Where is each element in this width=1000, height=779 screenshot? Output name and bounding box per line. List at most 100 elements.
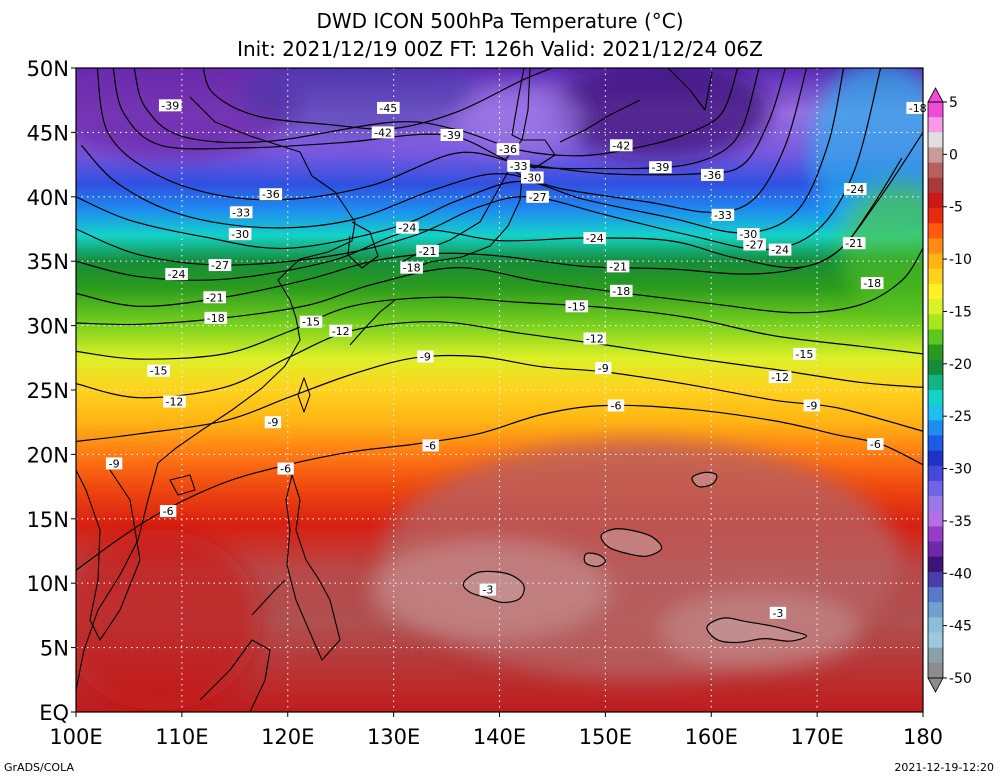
isotherm-label: -18 — [906, 101, 930, 115]
isotherm-label-text: -30 — [231, 228, 249, 241]
colorbar-swatch — [928, 359, 943, 376]
isotherm-label-text: -27 — [211, 259, 229, 272]
isotherm-label-text: -27 — [529, 191, 547, 204]
colorbar-swatch — [928, 480, 943, 497]
warm-cell-contour — [691, 471, 718, 488]
isotherm-label-text: -24 — [771, 244, 789, 257]
isotherm-label: -21 — [416, 244, 439, 258]
isotherm-label-box — [649, 161, 672, 174]
isotherm-label-box — [607, 399, 625, 412]
colorbar-swatch — [928, 541, 943, 558]
isotherm-label-box — [521, 171, 544, 184]
colorbar-swatch — [928, 390, 943, 406]
lon-tick-label: 110E — [155, 725, 208, 749]
lat-tick-label: 50N — [27, 57, 69, 81]
isotherm-label-box — [769, 606, 787, 619]
isotherm-label-box — [165, 268, 188, 281]
isotherm-label: -21 — [203, 291, 226, 304]
isotherm-label-text: -12 — [165, 396, 183, 409]
isotherm-line — [76, 321, 923, 399]
isotherm-label: -39 — [440, 128, 464, 142]
isotherm-label: -12 — [583, 332, 607, 345]
isotherm-label: -18 — [860, 277, 884, 290]
isotherm-label-box — [768, 371, 792, 384]
isotherm-label: -6 — [607, 399, 625, 412]
isotherm-label-text: -39 — [443, 129, 461, 142]
isotherm-label-text: -42 — [612, 139, 630, 152]
isotherm-label-text: -36 — [703, 169, 721, 182]
isotherm-label-text: -9 — [806, 399, 817, 412]
isotherm-label: -15 — [565, 300, 589, 313]
isotherm-label: -21 — [606, 260, 630, 273]
colorbar-swatch — [928, 374, 943, 391]
colorbar-label: 5 — [949, 95, 958, 111]
colorbar-swatch — [928, 435, 943, 452]
isotherm-label: -18 — [204, 311, 228, 325]
colorbar-swatch — [928, 450, 943, 467]
isotherm-label-box — [609, 139, 633, 152]
warm-cell-contour — [706, 617, 808, 644]
colorbar-swatch — [928, 283, 943, 300]
isotherm-label: -6 — [867, 438, 884, 451]
isotherm-line — [76, 354, 923, 443]
isotherm-label-box — [371, 126, 395, 139]
colorbar-label: -50 — [949, 671, 972, 687]
isotherm-label-text: -24 — [586, 232, 604, 245]
isotherm-label: -21 — [842, 237, 866, 250]
isotherm-label: -36 — [259, 188, 283, 201]
lat-tick-label: 5N — [40, 637, 69, 661]
isotherm-label-box — [299, 315, 323, 328]
isotherm-label: -3 — [769, 606, 787, 620]
isotherm-label-box — [400, 261, 423, 274]
isotherm-label-box — [105, 457, 123, 470]
isotherm-label-box — [377, 101, 400, 114]
isotherm-label-text: -15 — [302, 316, 320, 329]
colorbar-min-arrow — [927, 677, 944, 693]
colorbar: 5 0 -5 -10 -15 -20 -25 -30 -35 -40 -45 -50 — [927, 87, 972, 693]
colorbar-swatch — [928, 177, 943, 194]
isotherm-label: -39 — [649, 161, 672, 174]
isotherm-label: -36 — [496, 143, 520, 156]
colorbar-swatch — [928, 647, 943, 664]
colorbar-swatch — [928, 571, 943, 588]
isotherm-label-text: -21 — [845, 237, 863, 250]
colorbar-label: -35 — [949, 514, 972, 530]
isotherm-label-text: -21 — [206, 291, 224, 304]
isotherm-label: -33 — [507, 159, 530, 173]
isotherm-label-text: -18 — [403, 262, 421, 275]
colorbar-frame — [927, 101, 944, 679]
isotherm-label-text: -12 — [771, 371, 789, 384]
isotherm-label: -42 — [609, 139, 633, 152]
isotherm-label-box — [259, 188, 283, 201]
lon-tick-label: 180 — [903, 725, 943, 749]
isotherm-label-text: -33 — [510, 160, 528, 173]
isotherm-label-box — [496, 143, 520, 156]
colorbar-swatch — [928, 496, 943, 512]
isotherm-line — [76, 296, 923, 360]
isotherm-label: -6 — [159, 505, 177, 518]
colorbar-label: -45 — [949, 619, 972, 635]
isotherm-label-box — [606, 260, 630, 273]
colorbar-label: -30 — [949, 462, 972, 478]
isotherm-label-text: -39 — [161, 99, 179, 112]
colorbar-swatch — [928, 329, 943, 345]
isotherm-label-box — [867, 438, 884, 451]
isotherm-line — [202, 68, 553, 130]
warm-cell-contour — [600, 528, 663, 557]
isotherm-label-box — [158, 99, 182, 112]
isotherm-label-text: -33 — [714, 209, 732, 222]
isotherm-label: -12 — [163, 395, 186, 409]
colorbar-swatch — [928, 465, 943, 482]
isotherm-label-box — [701, 168, 724, 181]
isotherm-label-text: -24 — [846, 183, 864, 196]
isotherm-label-box — [565, 300, 589, 313]
colorbar-label: 0 — [949, 147, 958, 163]
isotherm-label-box — [229, 206, 253, 219]
lat-tick-label: 45N — [27, 121, 69, 145]
isotherm-line — [133, 68, 739, 157]
isotherm-label-text: -30 — [523, 171, 541, 184]
isotherm-label-box — [228, 228, 252, 241]
isotherm-label: -30 — [737, 228, 760, 241]
lat-tick-label: 40N — [27, 186, 69, 210]
